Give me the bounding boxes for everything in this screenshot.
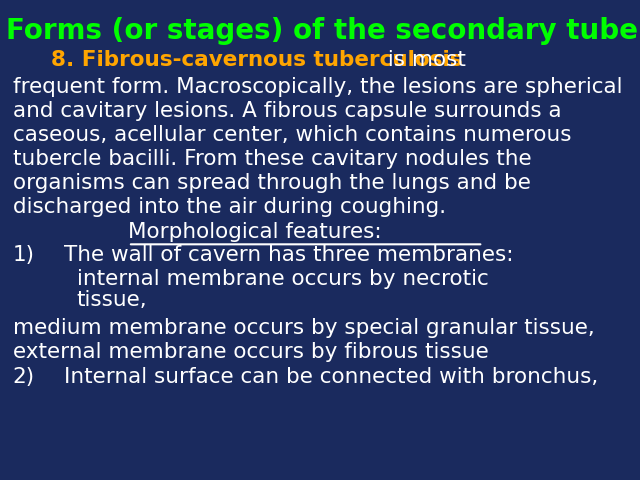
Text: discharged into the air during coughing.: discharged into the air during coughing.: [13, 197, 446, 217]
Text: caseous, acellular center, which contains numerous: caseous, acellular center, which contain…: [13, 125, 572, 145]
Text: and cavitary lesions. A fibrous capsule surrounds a: and cavitary lesions. A fibrous capsule …: [13, 101, 561, 121]
Text: internal membrane occurs by necrotic: internal membrane occurs by necrotic: [77, 269, 488, 289]
Text: 1): 1): [13, 245, 35, 265]
Text: tubercle bacilli. From these cavitary nodules the: tubercle bacilli. From these cavitary no…: [13, 149, 531, 169]
Text: medium membrane occurs by special granular tissue,: medium membrane occurs by special granul…: [13, 318, 595, 338]
Text: external membrane occurs by fibrous tissue: external membrane occurs by fibrous tiss…: [13, 342, 488, 362]
Text: 2): 2): [13, 367, 35, 387]
Text: 8. Fibrous-cavernous tuberculosis: 8. Fibrous-cavernous tuberculosis: [51, 50, 463, 71]
Text: The wall of cavern has three membranes:: The wall of cavern has three membranes:: [64, 245, 513, 265]
Text: Forms (or stages) of the secondary tuberculosis: Forms (or stages) of the secondary tuber…: [6, 17, 640, 45]
Text: organisms can spread through the lungs and be: organisms can spread through the lungs a…: [13, 173, 531, 193]
Text: is most: is most: [381, 50, 466, 71]
Text: tissue,: tissue,: [77, 290, 147, 311]
Text: Internal surface can be connected with bronchus,: Internal surface can be connected with b…: [64, 367, 598, 387]
Text: frequent form. Macroscopically, the lesions are spherical: frequent form. Macroscopically, the lesi…: [13, 77, 622, 97]
Text: Morphological features:: Morphological features:: [128, 222, 381, 242]
